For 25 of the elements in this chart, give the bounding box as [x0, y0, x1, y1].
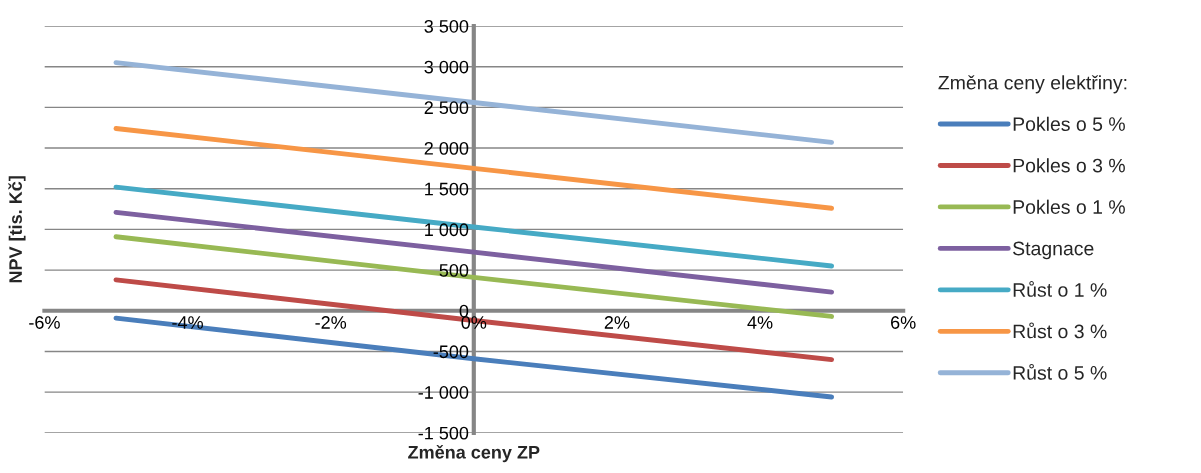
x-tick-label: 2% [604, 316, 630, 329]
y-tick-label: 2 000 [424, 141, 469, 155]
y-tick-label: 500 [439, 264, 469, 277]
legend-label: Růst o 1 % [1013, 280, 1107, 297]
x-axis-title: Změna ceny ZP [408, 445, 540, 463]
legend-label: Pokles o 3 % [1013, 158, 1125, 173]
y-tick-label: -1 500 [418, 426, 469, 440]
y-tick-label: 3 000 [424, 60, 469, 74]
legend-label: Růst o 3 % [1013, 322, 1107, 339]
y-tick-label: 3 500 [424, 19, 469, 33]
x-tick-label: 6% [891, 316, 916, 329]
y-tick-label: 1 000 [425, 223, 469, 237]
y-tick-label: 2 500 [424, 101, 469, 115]
legend-label: Růst o 5 % [1013, 363, 1107, 380]
legend-label: Pokles o 5 % [1013, 116, 1125, 132]
legend-title: Změna ceny elektřiny: [938, 75, 1127, 94]
y-axis-title: NPV [tis. Kč] [8, 176, 26, 283]
y-tick-label: -1 000 [418, 386, 469, 399]
x-tick-label: 4% [747, 316, 773, 329]
legend-label: Stagnace [1013, 241, 1094, 260]
y-tick-label: 1 500 [425, 182, 469, 196]
legend-label: Pokles o 1 % [1013, 199, 1125, 214]
x-tick-label: -2% [315, 316, 347, 329]
y-tick-label: -500 [433, 345, 469, 359]
x-tick-label: -6% [29, 316, 60, 329]
